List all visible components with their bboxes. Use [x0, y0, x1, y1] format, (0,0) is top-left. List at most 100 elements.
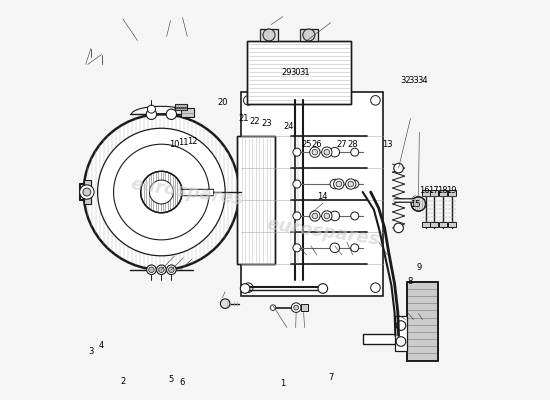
- Circle shape: [303, 29, 315, 41]
- Circle shape: [345, 179, 356, 189]
- Circle shape: [84, 114, 239, 270]
- Text: 6: 6: [180, 378, 185, 387]
- Circle shape: [240, 284, 250, 293]
- Circle shape: [330, 179, 339, 189]
- Text: 11: 11: [178, 138, 189, 147]
- Text: 25: 25: [301, 140, 312, 150]
- Circle shape: [158, 267, 164, 272]
- Text: 23: 23: [262, 119, 272, 128]
- Text: 29: 29: [282, 68, 292, 77]
- Text: 32: 32: [400, 76, 411, 85]
- Circle shape: [147, 265, 156, 274]
- Text: 10: 10: [169, 140, 180, 149]
- Text: 16: 16: [420, 186, 430, 194]
- Circle shape: [351, 180, 359, 188]
- Text: 31: 31: [299, 68, 310, 77]
- Bar: [84, 180, 91, 204]
- Circle shape: [292, 303, 301, 312]
- Circle shape: [318, 284, 328, 293]
- Text: 19: 19: [446, 186, 456, 194]
- Bar: [182, 189, 213, 195]
- Circle shape: [166, 109, 177, 120]
- Text: 3: 3: [88, 347, 94, 356]
- Circle shape: [324, 213, 329, 219]
- Text: 22: 22: [250, 116, 260, 126]
- Circle shape: [396, 337, 406, 346]
- Text: 26: 26: [311, 140, 322, 150]
- Text: 28: 28: [348, 140, 358, 150]
- Text: 2: 2: [120, 377, 125, 386]
- Bar: [362, 334, 399, 344]
- Text: 34: 34: [417, 76, 428, 85]
- Text: 20: 20: [217, 98, 228, 107]
- Bar: [439, 222, 447, 227]
- Text: 4: 4: [99, 341, 104, 350]
- Circle shape: [293, 180, 301, 188]
- Bar: [260, 29, 278, 40]
- Circle shape: [293, 148, 301, 156]
- Text: eurospares: eurospares: [265, 215, 381, 249]
- Circle shape: [244, 283, 253, 292]
- Text: 5: 5: [168, 375, 173, 384]
- Bar: [406, 282, 438, 362]
- Circle shape: [348, 181, 354, 187]
- Circle shape: [80, 185, 94, 199]
- Circle shape: [312, 149, 318, 155]
- Circle shape: [293, 212, 301, 220]
- Circle shape: [270, 305, 276, 310]
- Circle shape: [396, 321, 406, 330]
- Bar: [406, 282, 438, 362]
- Circle shape: [83, 188, 91, 196]
- Bar: [300, 29, 318, 40]
- Bar: [422, 222, 430, 227]
- Circle shape: [147, 105, 156, 113]
- Circle shape: [221, 299, 230, 308]
- Text: 17: 17: [428, 186, 439, 194]
- Circle shape: [334, 179, 344, 189]
- Circle shape: [148, 267, 154, 272]
- Text: 14: 14: [317, 192, 328, 201]
- Circle shape: [263, 29, 275, 41]
- Bar: [448, 222, 456, 227]
- Circle shape: [97, 128, 225, 256]
- Circle shape: [244, 96, 253, 105]
- Bar: [241, 92, 383, 296]
- Bar: [182, 108, 194, 117]
- Text: 30: 30: [290, 68, 301, 77]
- Text: 21: 21: [239, 114, 249, 123]
- Bar: [431, 222, 438, 227]
- Text: 7: 7: [328, 373, 333, 382]
- Circle shape: [371, 283, 380, 292]
- Circle shape: [351, 148, 359, 156]
- Circle shape: [167, 265, 176, 274]
- Bar: [431, 190, 438, 196]
- Circle shape: [322, 211, 332, 221]
- Bar: [301, 304, 309, 311]
- Circle shape: [330, 147, 339, 157]
- Bar: [247, 40, 351, 104]
- Circle shape: [394, 163, 403, 173]
- Bar: [422, 190, 430, 196]
- Circle shape: [310, 147, 320, 157]
- Circle shape: [312, 213, 318, 219]
- Text: 15: 15: [410, 200, 421, 209]
- Text: 8: 8: [408, 277, 413, 286]
- Bar: [394, 316, 408, 352]
- Circle shape: [411, 197, 426, 211]
- Circle shape: [371, 96, 380, 105]
- Text: eurospares: eurospares: [130, 175, 245, 209]
- Circle shape: [157, 265, 166, 274]
- Circle shape: [322, 147, 332, 157]
- Circle shape: [330, 211, 339, 221]
- Bar: [237, 136, 275, 264]
- Text: 18: 18: [437, 186, 448, 194]
- Circle shape: [351, 244, 359, 252]
- Text: 27: 27: [337, 140, 347, 150]
- Text: 9: 9: [417, 263, 422, 272]
- Circle shape: [141, 171, 182, 213]
- Circle shape: [394, 223, 403, 233]
- Bar: [448, 190, 456, 196]
- Circle shape: [294, 305, 299, 310]
- Circle shape: [324, 149, 329, 155]
- Circle shape: [351, 212, 359, 220]
